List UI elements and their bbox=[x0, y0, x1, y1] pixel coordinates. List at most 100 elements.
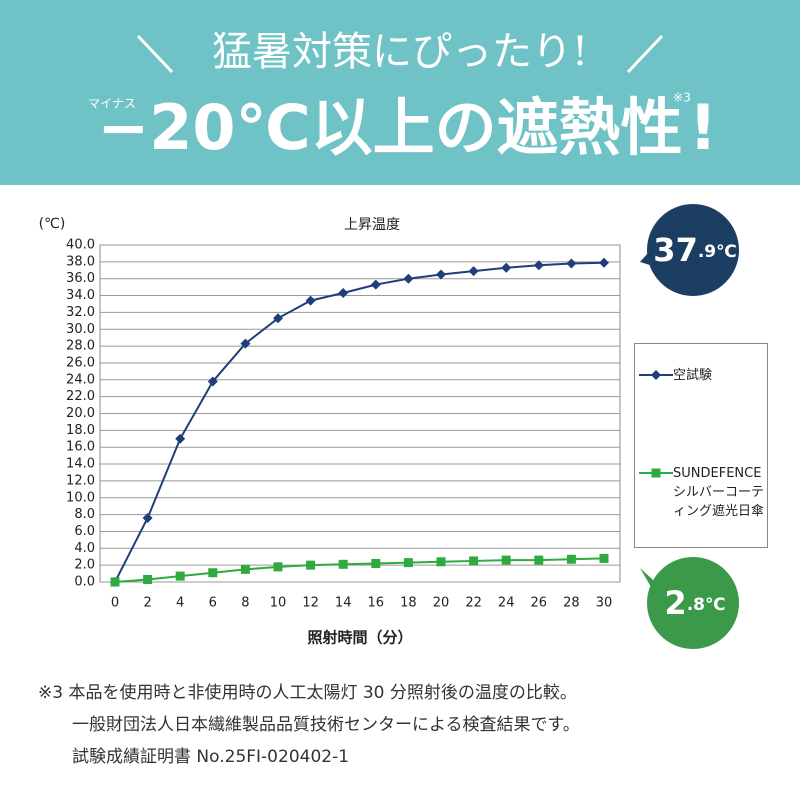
marker bbox=[175, 571, 185, 581]
badge-main: 2 bbox=[664, 584, 686, 622]
marker bbox=[501, 262, 512, 273]
marker bbox=[338, 559, 348, 569]
y-tick-label: 14.0 bbox=[66, 457, 95, 472]
marker bbox=[371, 558, 381, 568]
y-tick-label: 28.0 bbox=[66, 339, 95, 354]
marker bbox=[403, 558, 413, 568]
note-mark: ※3 bbox=[673, 91, 691, 105]
x-tick-label: 2 bbox=[143, 596, 151, 611]
y-tick-label: 4.0 bbox=[74, 541, 95, 556]
y-tick-label: 32.0 bbox=[66, 305, 95, 320]
y-tick-label: 36.0 bbox=[66, 271, 95, 286]
y-tick-label: 2.0 bbox=[74, 558, 95, 573]
marker bbox=[208, 568, 218, 578]
badge-small: .9℃ bbox=[698, 242, 737, 262]
marker bbox=[142, 512, 153, 523]
x-axis-title: 照射時間（分） bbox=[307, 629, 412, 647]
marker bbox=[436, 269, 446, 280]
x-tick-label: 28 bbox=[563, 596, 580, 611]
y-tick-label: 24.0 bbox=[66, 372, 95, 387]
x-tick-label: 6 bbox=[209, 596, 217, 611]
legend-item: 空試験 bbox=[639, 366, 765, 385]
y-tick-label: 10.0 bbox=[66, 490, 95, 505]
marker bbox=[534, 555, 544, 565]
x-tick-label: 10 bbox=[270, 596, 287, 611]
badge-label: 37.9℃ bbox=[653, 231, 736, 269]
headline: −20℃以上の遮熱性 bbox=[97, 91, 682, 164]
x-tick-label: 18 bbox=[400, 596, 417, 611]
y-tick-label: 38.0 bbox=[66, 254, 95, 269]
marker bbox=[175, 433, 186, 444]
y-tick-label: 0.0 bbox=[74, 575, 95, 590]
badge-label: 2.8℃ bbox=[664, 584, 725, 622]
y-tick-label: 34.0 bbox=[66, 288, 95, 303]
y-tick-label: 30.0 bbox=[66, 322, 95, 337]
header-band bbox=[0, 0, 800, 185]
marker bbox=[566, 554, 576, 564]
marker bbox=[306, 560, 316, 570]
x-tick-label: 24 bbox=[498, 596, 515, 611]
legend-item: SUNDEFENCEシルバーコーティング遮光日傘 bbox=[639, 464, 765, 521]
x-tick-label: 12 bbox=[302, 596, 319, 611]
deco-slash bbox=[136, 34, 174, 74]
badge bbox=[647, 557, 739, 649]
x-tick-label: 8 bbox=[241, 596, 249, 611]
y-tick-label: 6.0 bbox=[74, 524, 95, 539]
y-tick-label: 18.0 bbox=[66, 423, 95, 438]
legend-label: SUNDEFENCEシルバーコーティング遮光日傘 bbox=[673, 466, 765, 519]
y-tick-label: 20.0 bbox=[66, 406, 95, 421]
series-line bbox=[114, 261, 605, 583]
y-tick-label: 16.0 bbox=[66, 440, 95, 455]
x-tick-label: 26 bbox=[531, 596, 548, 611]
y-tick-label: 12.0 bbox=[66, 473, 95, 488]
y-tick-label: 22.0 bbox=[66, 389, 95, 404]
marker bbox=[599, 257, 609, 268]
footnote: ※3 本品を使用時と非使用時の人工太陽灯 30 分照射後の温度の比較。 bbox=[38, 682, 577, 703]
legend-marker bbox=[651, 468, 661, 478]
marker bbox=[436, 557, 446, 567]
x-tick-label: 0 bbox=[111, 596, 119, 611]
chart-title: 上昇温度 bbox=[344, 217, 400, 233]
marker bbox=[370, 279, 381, 290]
marker bbox=[305, 295, 316, 306]
marker bbox=[240, 564, 250, 574]
marker bbox=[143, 574, 153, 584]
x-tick-label: 20 bbox=[433, 596, 450, 611]
marker bbox=[273, 562, 283, 572]
y-axis-title: (℃) bbox=[39, 216, 66, 232]
marker bbox=[403, 273, 414, 284]
marker bbox=[599, 553, 609, 563]
y-tick-label: 40.0 bbox=[66, 238, 95, 253]
exclaim: ! bbox=[689, 91, 717, 164]
legend-label: 空試験 bbox=[673, 368, 713, 383]
marker bbox=[469, 556, 479, 566]
legend: 空試験 SUNDEFENCEシルバーコーティング遮光日傘 bbox=[634, 343, 768, 548]
marker bbox=[207, 376, 218, 387]
deco-slash bbox=[626, 34, 664, 74]
marker bbox=[240, 338, 251, 349]
header-title: 猛暑対策にぴったり! bbox=[212, 29, 588, 75]
marker bbox=[273, 313, 283, 324]
footnote: 一般財団法人日本繊維製品品質技術センターによる検査結果です。 bbox=[72, 715, 580, 735]
footnote: 試験成績証明書 No.25FI-020402-1 bbox=[72, 747, 349, 767]
marker bbox=[566, 258, 577, 269]
badge-small: .8℃ bbox=[687, 595, 726, 615]
marker bbox=[338, 288, 349, 299]
x-tick-label: 22 bbox=[465, 596, 482, 611]
ruby: マイナス bbox=[88, 97, 136, 111]
marker bbox=[110, 577, 120, 587]
y-tick-label: 26.0 bbox=[66, 355, 95, 370]
legend-marker bbox=[651, 370, 661, 380]
x-tick-label: 4 bbox=[176, 596, 184, 611]
y-tick-label: 8.0 bbox=[74, 507, 95, 522]
badge bbox=[647, 204, 739, 296]
badge-main: 37 bbox=[653, 231, 698, 269]
series-line bbox=[114, 557, 605, 583]
legend-swatch bbox=[639, 370, 673, 380]
legend-swatch bbox=[639, 468, 673, 478]
x-tick-label: 30 bbox=[596, 596, 613, 611]
marker bbox=[501, 555, 511, 565]
marker bbox=[468, 266, 479, 277]
